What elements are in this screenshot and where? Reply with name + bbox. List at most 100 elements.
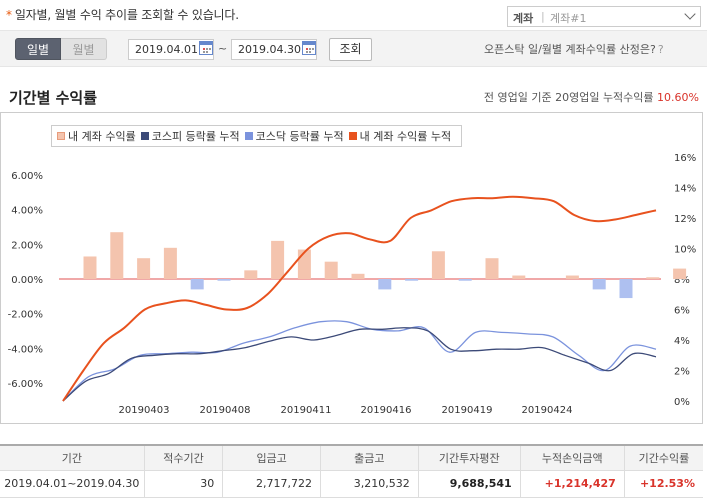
legend-item-0[interactable]: 내 계좌 수익률 (57, 128, 136, 144)
start-date-input[interactable]: 2019.04.01 (128, 39, 214, 60)
legend-item-3[interactable]: 내 계좌 수익률 누적 (348, 128, 452, 144)
legend-item-1[interactable]: 코스피 등락률 누적 (140, 128, 240, 144)
daily-return-bar (565, 275, 579, 279)
legend-swatch (57, 132, 65, 140)
kospi-line (62, 327, 657, 402)
chart-canvas: 6.00% 4.00% 2.00% 0.00% -2.00% -4.00% -6.00% 16… (8, 153, 697, 416)
search-toolbar: 일별 월별 2019.04.01 ~ 2019.04.30 조회 오픈스탁 일/… (0, 30, 707, 67)
summary-value: 10.60% (657, 91, 699, 104)
legend-item-2[interactable]: 코스닥 등락률 누적 (244, 128, 344, 144)
legend-label: 내 계좌 수익률 누적 (359, 130, 452, 143)
daily-return-bar (673, 268, 687, 279)
daily-return-bar (378, 279, 392, 290)
legend-swatch (140, 132, 149, 140)
daily-return-bar (137, 258, 151, 279)
account-select[interactable]: 계좌 | 계좌#1 (507, 6, 701, 27)
account-divider: | (541, 10, 545, 23)
x-tick-label: 20190408 (200, 405, 251, 416)
table-cell-3: 3,210,532 (320, 470, 419, 498)
section-title: 기간별 수익률 (9, 89, 98, 107)
table-cell-5: +1,214,427 (519, 470, 625, 498)
return-chart: 6.00% 4.00% 2.00% 0.00% -2.00% -4.00% -6.00% 16… (0, 112, 703, 424)
left-tick-label: -4.00% (8, 344, 43, 355)
x-tick-label: 20190419 (442, 405, 493, 416)
right-tick-label: 6% (674, 306, 690, 317)
calendar-icon[interactable] (302, 41, 316, 55)
help-text: 오픈스탁 일/월별 계좌수익률 산정은? (484, 43, 656, 56)
question-icon[interactable]: ? (657, 43, 664, 56)
legend-label: 코스닥 등락률 누적 (255, 130, 344, 143)
table-cell-6: +12.53% (623, 470, 703, 498)
summary-prefix: 전 영업일 기준 20영업일 누적수익률 (483, 91, 654, 104)
right-tick-label: 2% (674, 367, 690, 378)
right-tick-label: 8% (674, 275, 690, 286)
left-tick-label: 6.00% (11, 171, 43, 182)
daily-return-bar (431, 251, 445, 279)
end-date-input[interactable]: 2019.04.30 (231, 39, 317, 60)
table-header-0: 기간 (0, 444, 145, 471)
table-cell-2: 2,717,722 (222, 470, 321, 498)
kosdaq-line (62, 320, 657, 402)
notice-message: 일자별, 월별 수익 추이를 조회할 수 있습니다. (14, 8, 239, 22)
left-tick-label: 0.00% (11, 275, 43, 286)
right-tick-label: 16% (674, 153, 696, 164)
right-tick-label: 0% (674, 397, 690, 408)
legend-label: 내 계좌 수익률 (68, 130, 136, 143)
table-header-4: 기간투자평잔 (417, 444, 521, 471)
daily-return-bar (351, 273, 365, 279)
left-tick-label: 2.00% (11, 240, 43, 251)
notice-text: * 일자별, 월별 수익 추이를 조회할 수 있습니다. (6, 6, 239, 23)
daily-return-bar (512, 275, 526, 279)
left-tick-label: -2.00% (8, 310, 43, 321)
table-header-1: 적수기간 (143, 444, 223, 471)
table-header-3: 출금고 (320, 444, 419, 471)
table-header-5: 누적손익금액 (519, 444, 625, 471)
table-cell-0: 2019.04.01~2019.04.30 (0, 470, 145, 498)
x-tick-label: 20190403 (119, 405, 170, 416)
daily-return-bar (592, 279, 606, 290)
account-value: 계좌#1 (550, 12, 587, 25)
daily-return-bar (405, 279, 419, 281)
right-tick-label: 14% (674, 184, 696, 195)
chart-legend: 내 계좌 수익률 코스피 등락률 누적 코스닥 등락률 누적 내 계좌 수익률 누적 (51, 125, 463, 147)
left-tick-label: -6.00% (8, 379, 43, 390)
daily-return-bar (297, 249, 311, 279)
daily-return-bar (458, 279, 472, 281)
daily-return-bar (190, 279, 204, 290)
view-button[interactable]: 조회 (329, 38, 372, 61)
date-range-tilde: ~ (218, 42, 228, 55)
daily-return-bar (271, 240, 285, 279)
table-header-2: 입금고 (222, 444, 321, 471)
daily-return-bar (324, 261, 338, 279)
legend-swatch (348, 132, 357, 140)
table-cell-1: 30 (143, 470, 223, 498)
daily-return-bar (83, 256, 97, 279)
table-header-row: 기간 적수기간 입금고 출금고 기간투자평잔 누적손익금액 기간수익률 (0, 444, 703, 471)
daily-return-bar (217, 279, 231, 281)
x-tick-label: 20190424 (522, 405, 573, 416)
table-header-6: 기간수익률 (623, 444, 703, 471)
notice-star-icon: * (6, 8, 12, 22)
legend-label: 코스피 등락률 누적 (151, 130, 240, 143)
help-link[interactable]: 오픈스탁 일/월별 계좌수익률 산정은?? (484, 41, 664, 57)
cumulative-return-line (62, 195, 657, 402)
x-tick-label: 20190411 (281, 405, 332, 416)
chevron-down-icon[interactable] (684, 8, 696, 20)
summary-table: 기간 적수기간 입금고 출금고 기간투자평잔 누적손익금액 기간수익률 2019.04.01… (0, 444, 703, 498)
daily-return-bar (163, 247, 177, 279)
daily-return-bar (485, 258, 499, 279)
right-tick-label: 12% (674, 214, 696, 225)
daily-return-bar (619, 279, 633, 299)
left-tick-label: 4.00% (11, 206, 43, 217)
table-row: 2019.04.01~2019.04.30 30 2,717,722 3,210,53… (0, 470, 703, 498)
section-summary: 전 영업일 기준 20영업일 누적수익률 10.60% (484, 89, 699, 105)
daily-return-bar (244, 270, 258, 279)
period-toggle: 일별 월별 (15, 38, 107, 60)
right-tick-label: 4% (674, 336, 690, 347)
daily-return-bar (646, 277, 660, 279)
account-label: 계좌 (513, 12, 534, 25)
tab-monthly[interactable]: 월별 (61, 38, 107, 60)
calendar-icon[interactable] (199, 41, 213, 55)
tab-daily[interactable]: 일별 (15, 38, 61, 60)
legend-swatch (244, 132, 253, 140)
